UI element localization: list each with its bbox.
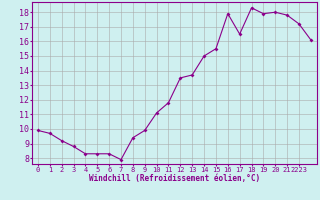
X-axis label: Windchill (Refroidissement éolien,°C): Windchill (Refroidissement éolien,°C) <box>89 174 260 183</box>
